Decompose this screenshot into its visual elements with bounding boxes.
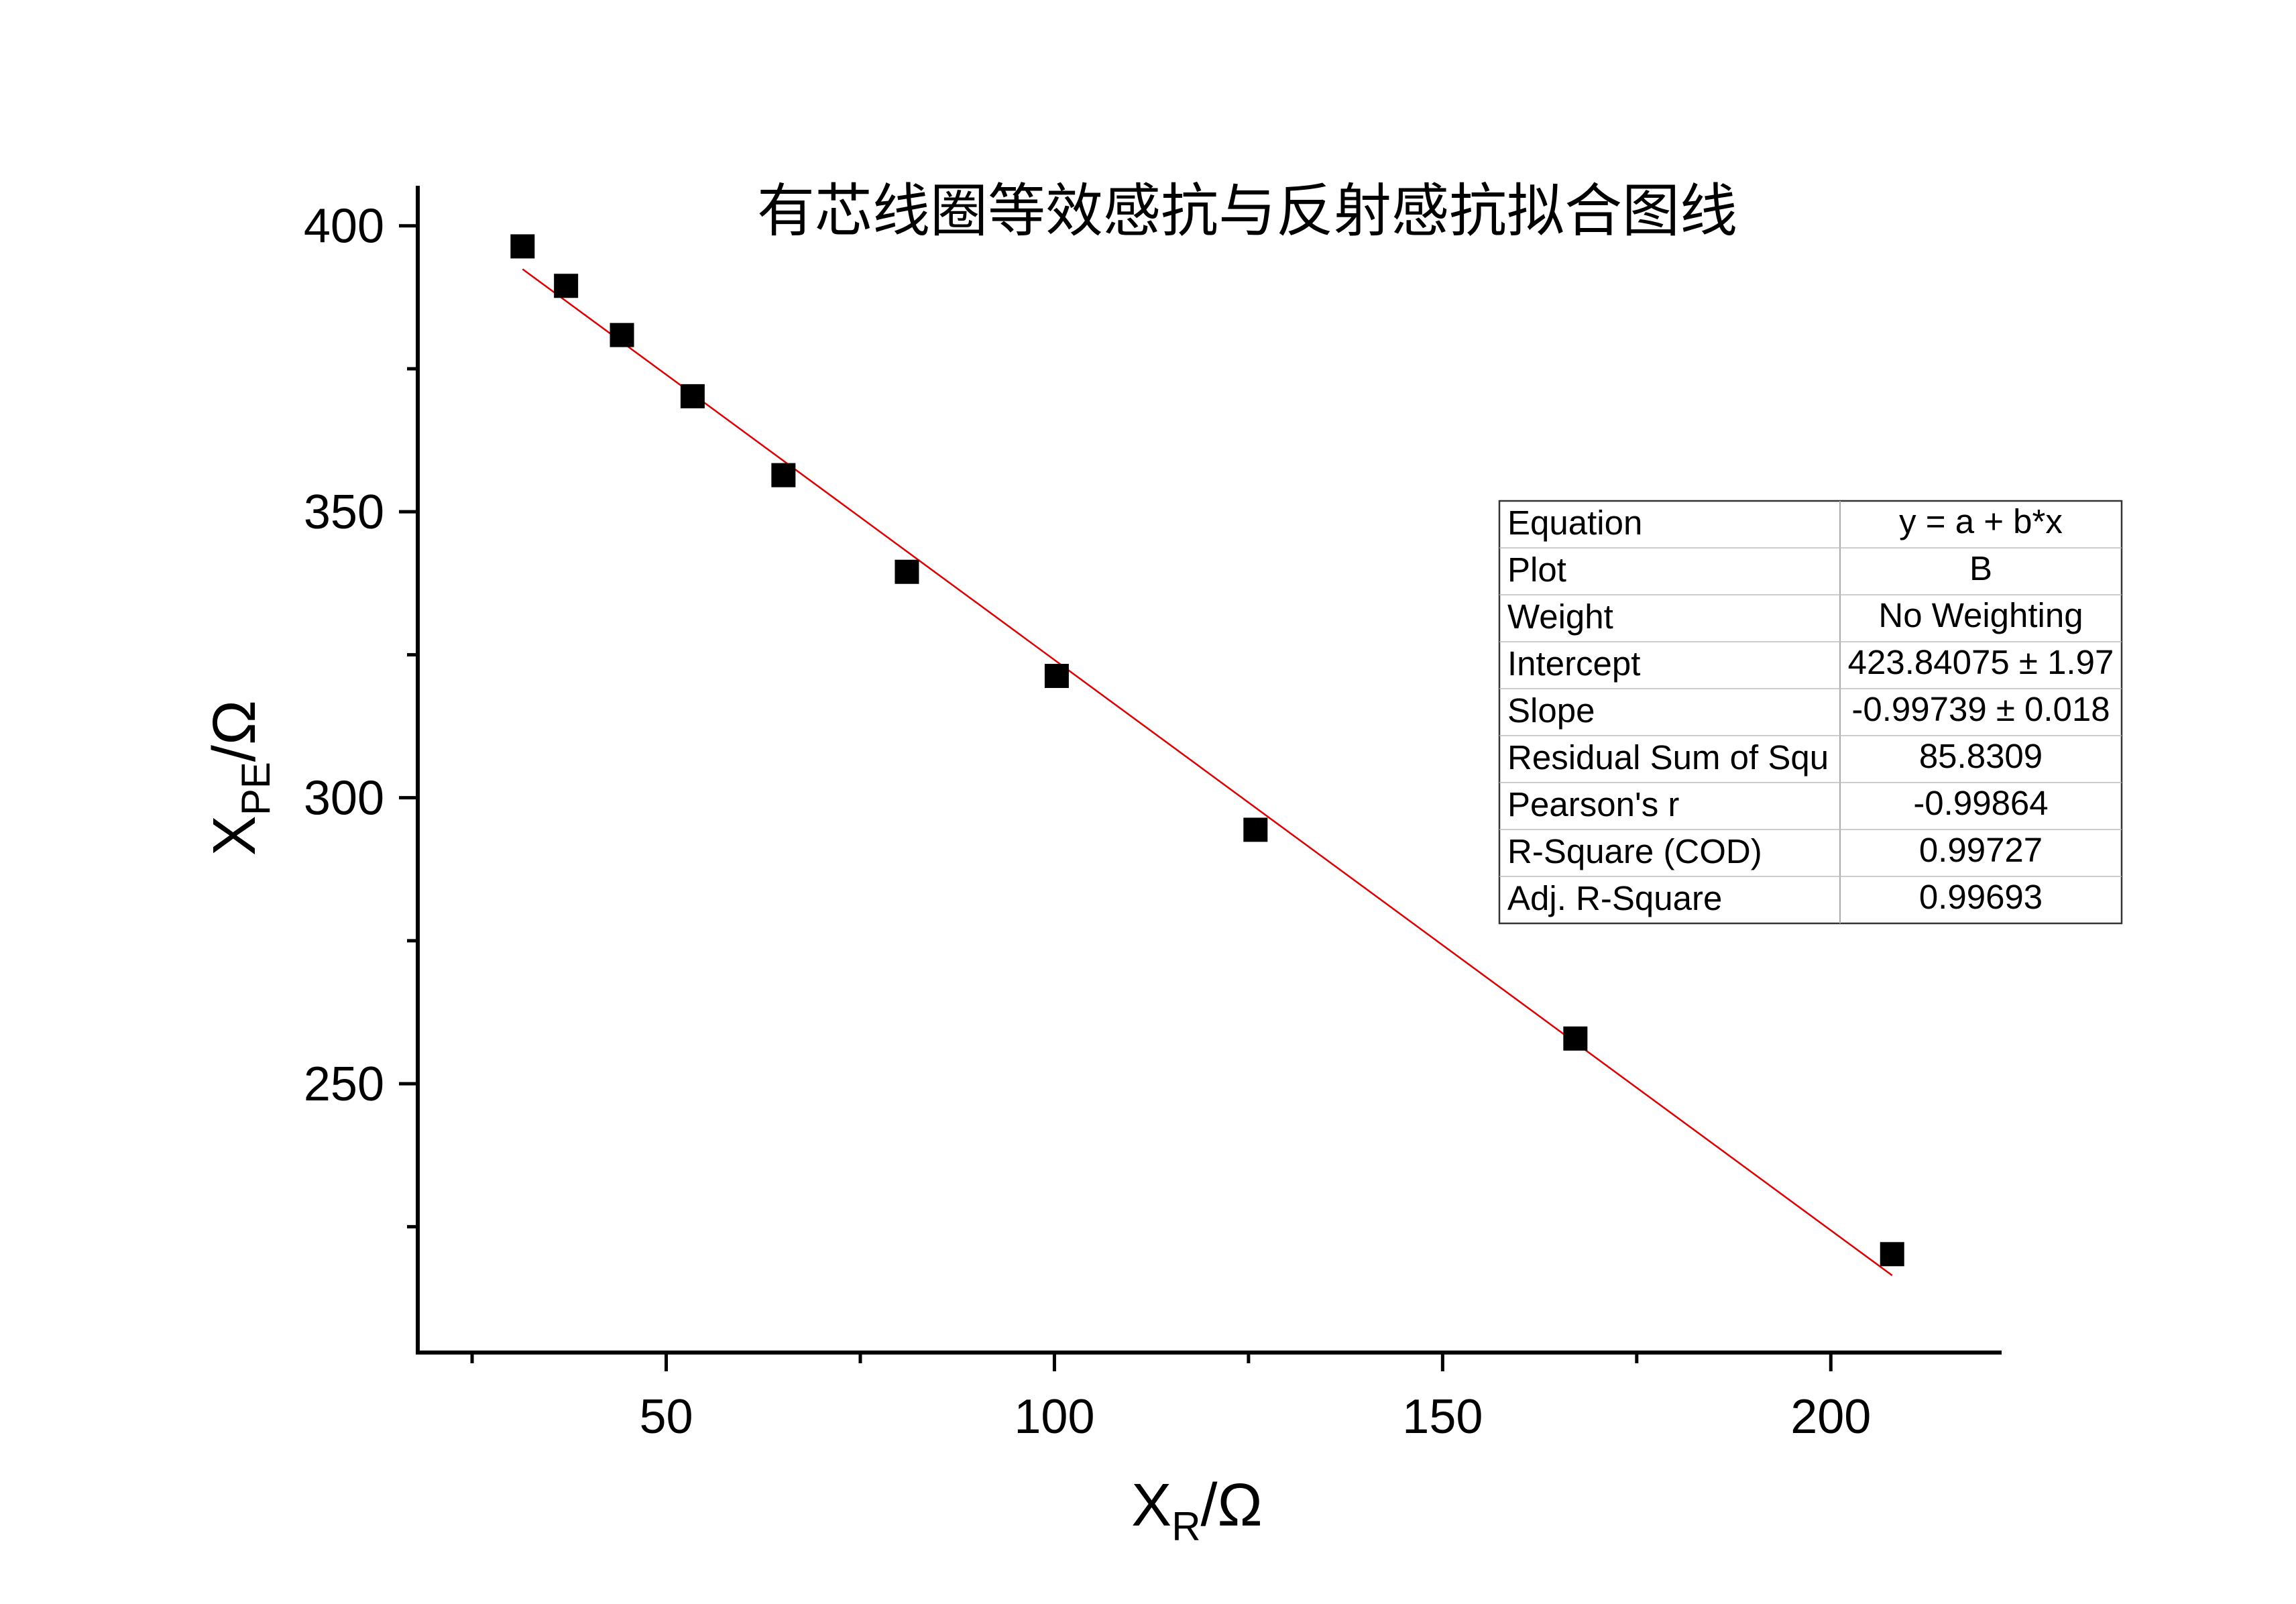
data-points — [510, 234, 1904, 1267]
table-row-label: Residual Sum of Squ — [1507, 738, 1829, 777]
x-axis-ticks: 50 100 150 200 — [470, 1353, 1871, 1444]
x-axis-title: XR/Ω — [1131, 1472, 1263, 1549]
chart-title: 有芯线圈等效感抗与反射感抗拟合图线 — [757, 178, 1737, 245]
table-row-label: Weight — [1507, 597, 1613, 636]
y-tick-label: 350 — [304, 485, 384, 539]
data-point — [554, 274, 579, 298]
table-row-value: 423.84075 ± 1.97 — [1848, 643, 2114, 681]
data-point — [895, 559, 919, 584]
data-point — [510, 234, 535, 259]
data-point — [771, 463, 796, 488]
table-row-label: Pearson's r — [1507, 785, 1679, 823]
data-point — [1563, 1026, 1588, 1051]
table-row-label: Adj. R-Square — [1507, 879, 1722, 917]
x-tick-label: 100 — [1014, 1390, 1094, 1444]
data-point — [610, 323, 634, 347]
table-row-value: No Weighting — [1878, 596, 2083, 634]
x-tick-label: 200 — [1790, 1390, 1871, 1444]
table-border — [1498, 500, 2123, 925]
table-row-value: y = a + b*x — [1899, 502, 2063, 540]
table-row-label: Intercept — [1507, 644, 1640, 683]
table-row-label: Equation — [1507, 504, 1642, 542]
table-row-value: -0.99864 — [1913, 784, 2048, 822]
x-tick-label: 50 — [639, 1390, 693, 1444]
table-row-value: -0.99739 ± 0.018 — [1851, 690, 2110, 728]
table-row-value: B — [1969, 549, 1992, 587]
table-row-value: 0.99693 — [1919, 878, 2043, 916]
data-point — [680, 384, 705, 408]
data-point — [1044, 663, 1069, 688]
data-point — [1243, 817, 1268, 842]
table-row-value: 85.8309 — [1919, 737, 2043, 775]
y-tick-label: 300 — [304, 772, 384, 825]
data-point — [1880, 1242, 1904, 1267]
fit-line — [522, 268, 1893, 1277]
y-tick-label: 250 — [304, 1057, 384, 1111]
table-row-label: R-Square (COD) — [1507, 832, 1762, 870]
y-axis-title: XPE/Ω — [201, 700, 278, 856]
x-tick-label: 150 — [1402, 1390, 1483, 1444]
table-row-label: Plot — [1507, 551, 1566, 589]
fit-results-table: Equation y = a + b*x Plot B Weight No Weighti… — [1498, 500, 2123, 925]
table-row-value: 0.99727 — [1919, 831, 2043, 869]
y-axis-ticks: 250 300 350 400 — [304, 200, 418, 1228]
table-row-label: Slope — [1507, 691, 1595, 730]
y-tick-label: 400 — [304, 200, 384, 253]
